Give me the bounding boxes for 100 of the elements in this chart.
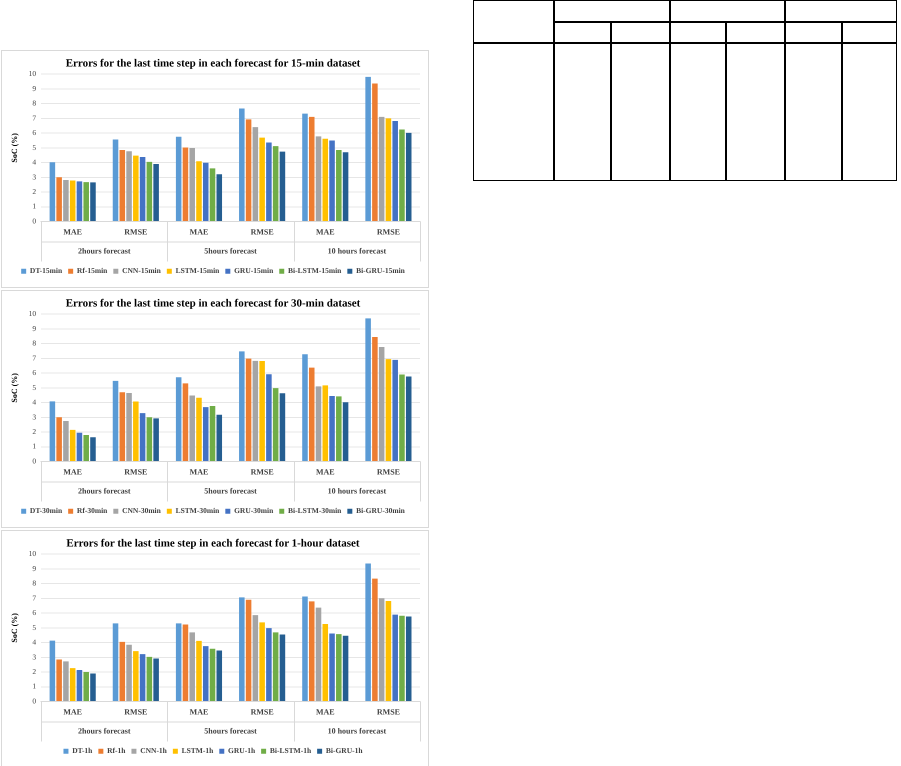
- bar: [182, 624, 188, 701]
- bar: [63, 661, 69, 701]
- bar: [90, 437, 96, 461]
- text: 10 hours forecast: [328, 726, 386, 736]
- bar: [50, 640, 56, 701]
- bar: [153, 658, 159, 701]
- bar: [112, 623, 118, 701]
- x-tick-label: RMSE: [124, 707, 148, 716]
- bar: [216, 650, 222, 701]
- bar: [246, 600, 252, 701]
- chart-title: Errors for the last time step in each forecast for 15-min dataset: [66, 57, 361, 70]
- bar: [342, 636, 348, 701]
- x-tick-label: RMSE: [250, 227, 274, 236]
- bar: [140, 654, 146, 701]
- bar: [302, 354, 308, 461]
- bar: [112, 139, 118, 221]
- bar: [322, 138, 328, 221]
- chart-title: Errors for the last time step in each forecast for 1-hour dataset: [66, 537, 360, 550]
- bar: [316, 608, 322, 701]
- bar: [153, 164, 159, 221]
- bar: [378, 347, 384, 461]
- x-tick-label: RMSE: [376, 227, 400, 236]
- bar: [56, 177, 62, 221]
- bar: [56, 660, 62, 701]
- text: 2hours forecast: [78, 726, 131, 736]
- bar: [252, 360, 258, 461]
- x-tick-label: MAE: [63, 707, 82, 716]
- bar: [90, 674, 96, 701]
- x-tick-label: MAE: [316, 707, 335, 716]
- bar: [378, 598, 384, 701]
- text: 10 hours forecast: [328, 486, 386, 496]
- bar: [176, 136, 182, 221]
- bar: [308, 116, 315, 221]
- bar: [210, 168, 216, 221]
- bar: [308, 368, 315, 461]
- bar: [372, 337, 378, 461]
- bar: [329, 633, 335, 701]
- y-axis-title: SoC (%): [10, 372, 19, 403]
- bar: [176, 377, 182, 461]
- x-tick-label: MAE: [190, 227, 208, 236]
- bar: [202, 646, 209, 701]
- bar: [182, 148, 188, 221]
- chart-title: Errors for the last time step in each forecast for 30-min dataset: [66, 297, 361, 310]
- bar: [83, 672, 89, 701]
- bar: [399, 616, 405, 701]
- bar: [126, 151, 132, 221]
- bar: [176, 623, 182, 701]
- bar: [246, 358, 252, 461]
- x-tick-label: RMSE: [124, 227, 148, 236]
- bar: [70, 180, 76, 221]
- bar: [153, 418, 159, 461]
- bar: [76, 181, 82, 221]
- bar: [392, 121, 398, 221]
- bar: [378, 116, 384, 221]
- y-axis-title: SoC (%): [10, 612, 19, 643]
- bar: [216, 414, 222, 461]
- bar: [189, 632, 195, 701]
- x-tick-label: MAE: [63, 227, 82, 236]
- bar: [266, 374, 272, 461]
- bar: [259, 622, 265, 701]
- bar: [392, 360, 398, 461]
- bar: [70, 430, 76, 461]
- text: 2hours forecast: [78, 246, 131, 256]
- bar: [76, 670, 82, 701]
- bar: [83, 182, 89, 221]
- bar: [252, 127, 258, 221]
- bar: [133, 651, 139, 701]
- bar: [126, 644, 132, 701]
- bar: [202, 407, 209, 461]
- bar: [302, 596, 308, 701]
- bar: [63, 420, 69, 461]
- bar: [246, 119, 252, 221]
- x-tick-label: RMSE: [376, 707, 400, 716]
- bar: [406, 616, 412, 701]
- bar: [140, 156, 146, 221]
- bar: [146, 417, 152, 461]
- bar: [63, 180, 69, 221]
- bar: [266, 628, 272, 701]
- bar: [196, 398, 202, 461]
- bar: [336, 396, 342, 461]
- bar: [322, 624, 328, 701]
- bar: [406, 132, 412, 221]
- bar: [272, 388, 278, 461]
- bar: [196, 640, 202, 701]
- bar: [386, 118, 392, 221]
- bar: [386, 359, 392, 461]
- bar: [280, 393, 286, 461]
- text: 5hours forecast: [204, 246, 258, 256]
- bar: [365, 318, 371, 461]
- text: 2hours forecast: [78, 486, 131, 496]
- bar: [140, 413, 146, 461]
- text: 5hours forecast: [204, 486, 258, 496]
- bar: [133, 156, 139, 221]
- bar: [146, 656, 152, 701]
- bar: [239, 597, 245, 701]
- bar: [259, 138, 265, 221]
- bar: [202, 162, 209, 221]
- bar: [50, 162, 56, 221]
- bar: [406, 376, 412, 461]
- bar: [365, 563, 371, 701]
